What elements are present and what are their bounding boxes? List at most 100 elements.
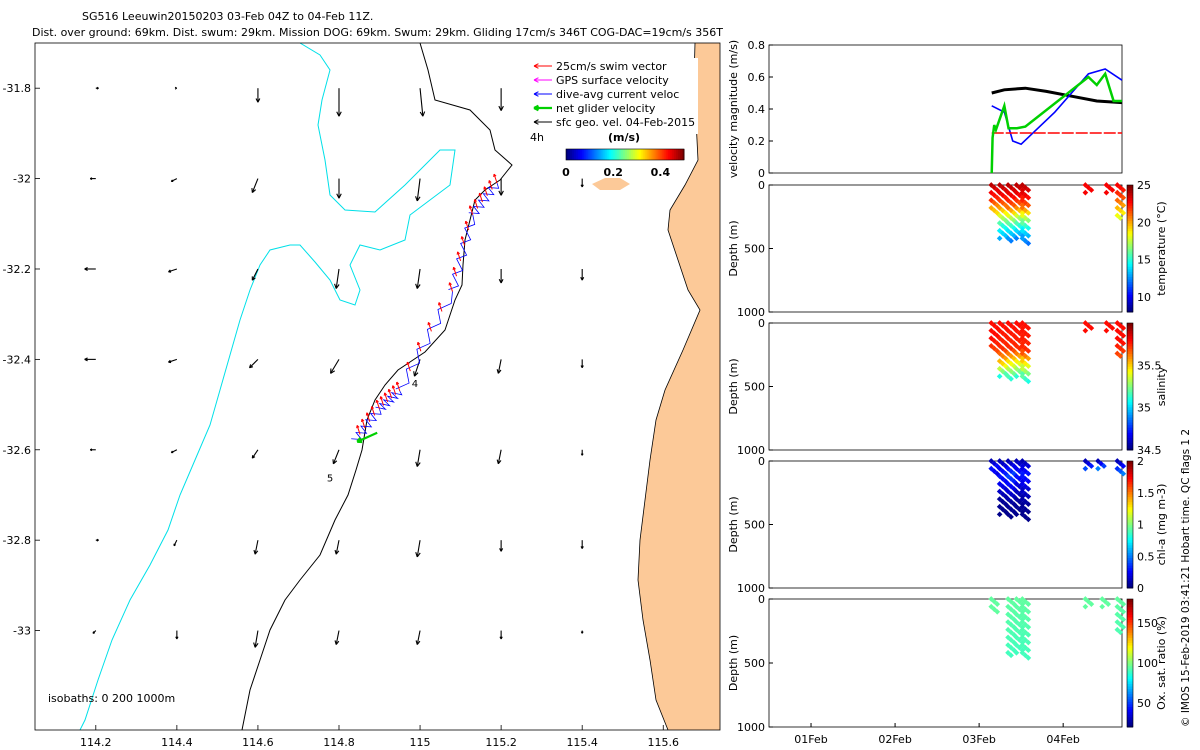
swim-vector [468, 205, 474, 215]
y-tick-label: 0 [758, 167, 765, 180]
legend-box [528, 58, 698, 134]
colorbar-cell [1127, 570, 1133, 574]
colorbar-cell [664, 149, 667, 160]
geo-vector [334, 540, 340, 555]
swim-vector [391, 385, 397, 395]
colorbar-cell [1127, 278, 1133, 283]
map-x-tick-label: 114.6 [242, 736, 274, 749]
colorbar-cell [1127, 599, 1133, 603]
dac-segment [448, 214, 476, 290]
data-point [1025, 608, 1032, 615]
colorbar-cell [1127, 228, 1133, 232]
geo-vector [332, 449, 340, 465]
data-point [1025, 624, 1032, 630]
colorbar-cell [1127, 404, 1133, 408]
data-point [1008, 514, 1014, 520]
swim-vector [395, 381, 401, 392]
colorbar-cell [1127, 657, 1133, 661]
colorbar-cell [676, 149, 679, 160]
colorbar-cell [1127, 381, 1133, 385]
colorbar-cell [1127, 429, 1133, 433]
colorbar-tick-label: 35 [1137, 402, 1151, 415]
swim-vector [416, 341, 422, 352]
colorbar-cell [1127, 233, 1133, 237]
colorbar-cell [1127, 524, 1133, 528]
data-point [1025, 187, 1032, 193]
data-point [1120, 194, 1127, 201]
colorbar-cell [1127, 212, 1133, 216]
geo-vector [174, 86, 178, 90]
colorbar-cell [1127, 432, 1133, 436]
colorbar-cell [1127, 629, 1133, 633]
colorbar-cell [1127, 366, 1133, 370]
panel-y-label: Depth (m) [727, 220, 740, 276]
colorbar-cell [1127, 714, 1133, 718]
geo-vector [168, 358, 178, 364]
swim-vector [456, 251, 462, 262]
colorbar-cell [1127, 655, 1133, 659]
colorbar-cell [1127, 389, 1133, 393]
data-point [1013, 649, 1020, 656]
colorbar-cell [1127, 368, 1133, 372]
colorbar-cell [668, 149, 671, 160]
colorbar-cell [579, 149, 583, 160]
y-tick-label: 0 [758, 179, 765, 192]
data-point [1103, 189, 1110, 196]
colorbar-cell [644, 149, 648, 160]
colorbar-cell [605, 149, 608, 160]
geo-vector [249, 358, 259, 369]
swim-vector [460, 236, 466, 246]
colorbar-cell [1127, 514, 1133, 518]
data-point [1117, 353, 1124, 359]
geo-vector [580, 449, 584, 456]
data-point [1025, 632, 1032, 638]
colorbar-cell [1127, 391, 1133, 395]
colorbar-cell [1127, 642, 1133, 646]
geo-vector [580, 359, 584, 369]
data-point [1025, 516, 1032, 523]
colorbar-cell [1127, 399, 1133, 403]
data-point [1099, 603, 1106, 610]
colorbar-label: Ox. sat. ratio (%) [1155, 616, 1168, 710]
y-tick-label: 0.2 [748, 135, 766, 148]
geo-vector [84, 357, 96, 362]
colorbar-cell [1127, 560, 1133, 564]
colorbar-cell [1127, 701, 1133, 705]
y-tick-label: 1000 [737, 306, 765, 319]
colorbar-tick-label: 15 [1137, 254, 1151, 267]
colorbar-cell [1127, 509, 1133, 513]
swim-vector [356, 425, 361, 435]
data-point [1025, 616, 1032, 623]
colorbar-tick-label: 0.4 [651, 166, 671, 179]
data-point [1109, 187, 1116, 193]
panel-y-label: velocity magnitude (m/s) [727, 40, 740, 178]
y-tick-label: 0.6 [748, 71, 766, 84]
colorbar-cell [1127, 419, 1133, 423]
colorbar-cell [1127, 572, 1133, 576]
colorbar-cell [1127, 547, 1133, 551]
data-point [1013, 235, 1020, 242]
colorbar-cell [1127, 481, 1133, 485]
data-point [1025, 355, 1032, 362]
colorbar-cell [1127, 335, 1133, 339]
colorbar-cell [1127, 333, 1133, 337]
colorbar-tick-label: 1.5 [1137, 487, 1155, 500]
colorbar-cell [1127, 696, 1133, 700]
glider-track: 45 [327, 173, 500, 484]
series-line [991, 86, 1123, 105]
time-series-panels: velocity magnitude (m/s) 0 0.2 0.4 0.6 0.8 Dep… [727, 39, 1168, 746]
data-point [1082, 327, 1089, 334]
colorbar-cell [1127, 306, 1133, 310]
data-point [1025, 348, 1032, 354]
colorbar-cell [670, 149, 673, 160]
colorbar-cell [1127, 473, 1133, 477]
data-point [1120, 601, 1127, 607]
data-point [1120, 470, 1127, 477]
colorbar-cell [1127, 256, 1133, 260]
colorbar-cell [571, 149, 575, 160]
map-y-tick-label: -32.4 [3, 353, 31, 366]
colorbar-cell [1127, 230, 1133, 234]
data-point [1082, 189, 1089, 196]
colorbar-cell [1127, 466, 1133, 470]
